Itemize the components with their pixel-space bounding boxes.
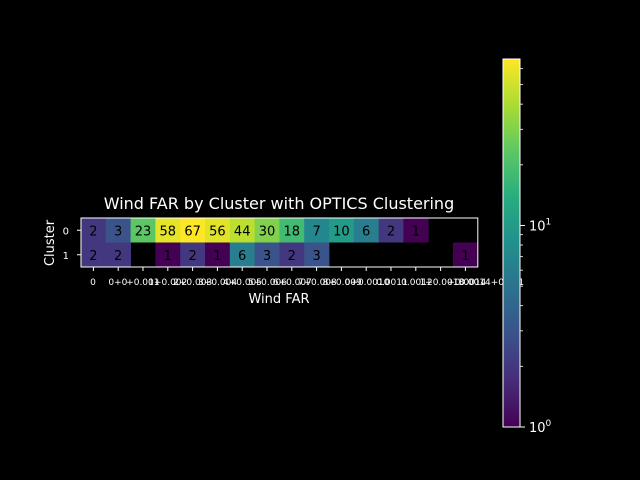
plot-frame	[80, 217, 479, 268]
heatmap-cell	[279, 218, 305, 243]
cell-value-label: 3	[114, 224, 122, 239]
heatmap-cell	[254, 242, 280, 267]
colorbar-gradient	[502, 58, 521, 428]
heatmap-cell	[329, 218, 355, 243]
x-tick-label: 2+0.003	[173, 278, 212, 288]
x-axis-ticks: 0 0+0+0.0011+0.0022+0.0033+0.0044+0.0055+…	[90, 267, 524, 288]
heatmap-cell	[378, 218, 404, 243]
y-tick-label: 1	[63, 251, 69, 262]
x-tick-label: 0+0.0010	[345, 278, 390, 288]
cell-value-label: 1	[461, 249, 469, 264]
heatmap-cell	[105, 218, 131, 243]
heatmap-cell	[81, 242, 107, 267]
heatmap-cell	[205, 242, 231, 267]
x-tick-label: 0.0011	[376, 278, 408, 288]
heatmap-cell	[180, 218, 206, 243]
cell-value-label: 3	[263, 249, 271, 264]
cell-value-label: 18	[284, 224, 301, 239]
x-tick-label: 3+0.004	[198, 278, 237, 288]
cell-value-label: 2	[89, 249, 97, 264]
x-tick-label: 0.0012	[401, 278, 433, 288]
cell-value-label: 2	[288, 249, 296, 264]
y-axis-ticks: 01	[63, 226, 81, 262]
x-tick-label: 1+0.0013	[419, 278, 464, 288]
colorbar-tick-label: 100	[529, 419, 552, 436]
heatmap-cell	[304, 218, 330, 243]
cell-value-label: 7	[312, 224, 320, 239]
cell-value-label: 30	[259, 224, 276, 239]
heatmap-cell	[229, 242, 255, 267]
cell-value-label: 56	[209, 224, 226, 239]
cell-value-label: 58	[160, 224, 177, 239]
x-tick-label: 0	[90, 278, 96, 288]
heatmap-cell	[453, 242, 479, 267]
x-tick-label: 7+0.008	[298, 278, 337, 288]
cell-value-label: 2	[114, 249, 122, 264]
x-tick-label: +0.001	[126, 278, 159, 288]
heatmap-cell	[229, 218, 255, 243]
heatmap-cell	[205, 218, 231, 243]
cell-value-label: 1	[412, 224, 420, 239]
cell-value-label: 67	[184, 224, 201, 239]
heatmap: 2 3 23 58 67 56 44 30 18 7 10 6 2 12 2 1 2 1 6 3 2 3 1	[80, 217, 479, 268]
heatmap-cell	[254, 218, 280, 243]
cell-value-label: 2	[188, 249, 196, 264]
cell-value-label: 1	[164, 249, 172, 264]
x-tick-label: 0+0	[108, 278, 127, 288]
cell-value-label: 44	[234, 224, 251, 239]
heatmap-cell	[403, 218, 429, 243]
x-tick-label: 1+0.002	[148, 278, 187, 288]
x-axis-label: Wind FAR	[248, 292, 309, 307]
heatmap-cell	[304, 242, 330, 267]
cell-value-label: 3	[312, 249, 320, 264]
chart-title: Wind FAR by Cluster with OPTICS Clusteri…	[104, 194, 454, 213]
y-axis-label: Cluster	[43, 219, 58, 266]
x-tick-label: 4+0.005	[223, 278, 262, 288]
heatmap-cell	[130, 218, 156, 243]
heatmap-cell	[155, 242, 181, 267]
y-tick-label: 0	[63, 226, 69, 237]
x-tick-label: 5+0.006	[248, 278, 287, 288]
heatmap-cell	[180, 242, 206, 267]
colorbar: 100 101	[502, 58, 552, 436]
cell-value-label: 1	[213, 249, 221, 264]
heatmap-cell	[81, 218, 107, 243]
heatmap-cell	[353, 218, 379, 243]
x-tick-label: 6+0.007	[273, 278, 312, 288]
cell-value-label: 2	[89, 224, 97, 239]
colorbar-tick-label: 101	[529, 217, 551, 234]
x-tick-label: 8+0.009	[323, 278, 362, 288]
heatmap-cell	[155, 218, 181, 243]
cell-value-label: 6	[238, 249, 246, 264]
heatmap-cell	[279, 242, 305, 267]
cell-value-label: 6	[362, 224, 370, 239]
x-tick-label: +0.0014	[447, 278, 486, 288]
x-tick-label: 0.0014+0.001	[459, 278, 524, 288]
heatmap-cell	[105, 242, 131, 267]
cell-value-label: 2	[387, 224, 395, 239]
cell-value-label: 23	[135, 224, 152, 239]
cell-value-label: 10	[333, 224, 350, 239]
